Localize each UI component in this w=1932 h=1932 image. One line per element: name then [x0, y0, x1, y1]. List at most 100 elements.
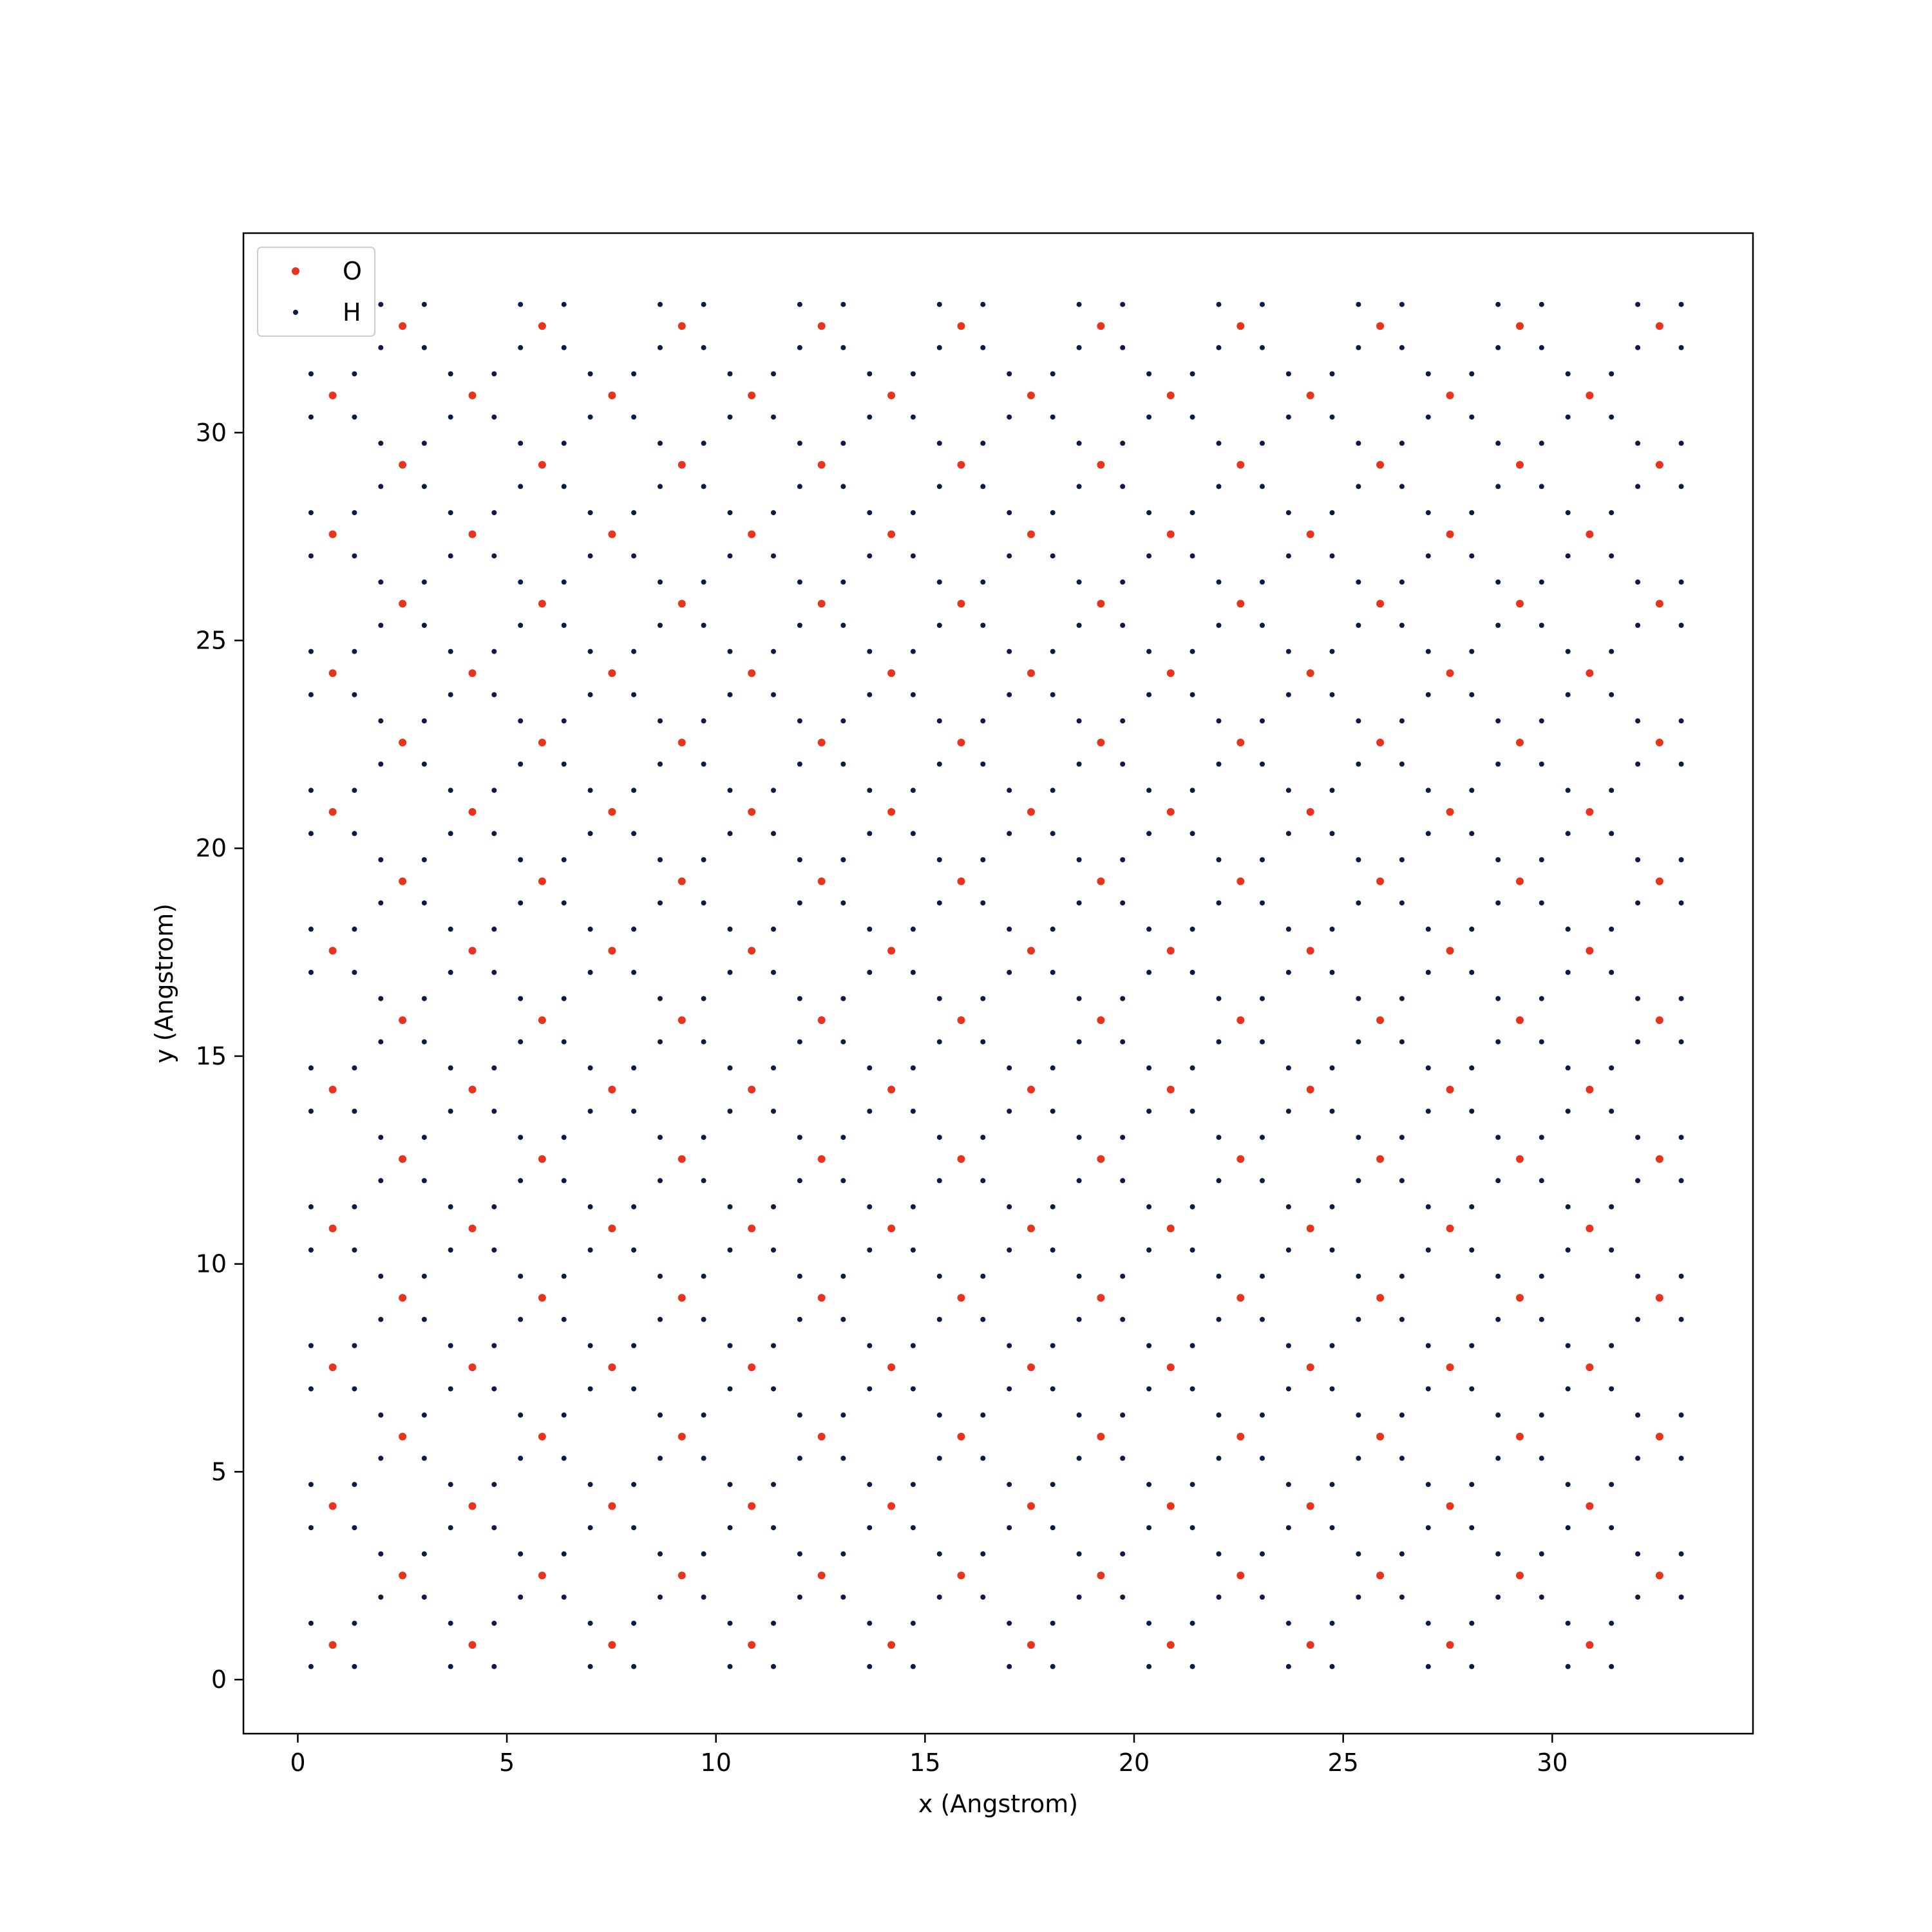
- data-point-h: [352, 1386, 357, 1392]
- data-point-h: [701, 1273, 706, 1279]
- data-point-h: [1329, 649, 1335, 654]
- data-point-o: [887, 1502, 896, 1510]
- data-point-h: [1469, 1386, 1475, 1392]
- data-point-o: [1376, 1155, 1385, 1163]
- data-point-h: [1565, 510, 1571, 516]
- data-point-o: [1166, 392, 1175, 399]
- data-point-h: [1216, 761, 1222, 767]
- data-point-h: [491, 414, 497, 420]
- data-point-h: [1356, 900, 1361, 906]
- data-point-h: [980, 761, 986, 767]
- data-point-h: [1076, 1178, 1082, 1184]
- data-point-h: [1678, 900, 1684, 906]
- data-point-o: [608, 808, 616, 816]
- data-point-o: [1027, 1641, 1035, 1649]
- data-point-o: [1166, 1224, 1175, 1233]
- data-point-o: [1586, 530, 1594, 538]
- data-point-h: [701, 301, 706, 307]
- data-point-h: [910, 692, 916, 697]
- data-point-h: [1007, 371, 1012, 377]
- data-point-h: [1189, 1386, 1195, 1392]
- data-point-h: [1356, 623, 1361, 628]
- data-point-o: [748, 1085, 756, 1094]
- data-point-o: [957, 460, 965, 469]
- x-tick-label: 30: [1537, 1748, 1567, 1777]
- data-point-h: [1425, 1482, 1431, 1488]
- data-point-h: [1007, 788, 1012, 793]
- data-point-h: [1678, 623, 1684, 628]
- data-point-h: [727, 1204, 733, 1209]
- data-point-o: [1166, 530, 1175, 538]
- data-point-h: [1007, 1482, 1012, 1488]
- data-point-h: [308, 371, 314, 377]
- data-point-h: [1007, 649, 1012, 654]
- data-point-h: [1356, 857, 1361, 862]
- data-point-h: [771, 926, 776, 932]
- data-point-o: [1166, 1641, 1175, 1649]
- data-point-o: [1655, 1432, 1663, 1441]
- data-point-h: [1539, 440, 1544, 446]
- data-point-h: [936, 857, 942, 862]
- data-point-h: [421, 996, 427, 1001]
- data-point-o: [677, 877, 686, 886]
- data-point-h: [867, 510, 873, 516]
- data-point-h: [771, 1620, 776, 1626]
- data-point-h: [1495, 1135, 1501, 1141]
- data-point-h: [1678, 1412, 1684, 1418]
- data-point-h: [797, 900, 802, 906]
- data-point-h: [936, 484, 942, 489]
- data-point-h: [1469, 553, 1475, 559]
- data-point-h: [1539, 761, 1544, 767]
- data-point-h: [448, 1343, 453, 1349]
- data-point-h: [561, 1316, 567, 1322]
- data-point-h: [658, 623, 663, 628]
- data-point-h: [727, 692, 733, 697]
- data-point-h: [701, 579, 706, 585]
- data-point-h: [727, 788, 733, 793]
- data-point-h: [518, 900, 524, 906]
- data-point-h: [867, 414, 873, 420]
- data-point-h: [1609, 1386, 1615, 1392]
- data-point-h: [518, 579, 524, 585]
- data-point-h: [1285, 788, 1291, 793]
- data-point-h: [1146, 1343, 1152, 1349]
- data-point-h: [1678, 718, 1684, 724]
- data-point-h: [936, 301, 942, 307]
- data-point-h: [980, 345, 986, 350]
- data-point-h: [1469, 1343, 1475, 1349]
- data-point-h: [1495, 1455, 1501, 1461]
- data-point-h: [1469, 1108, 1475, 1114]
- data-point-o: [1586, 1502, 1594, 1510]
- data-point-h: [1146, 1525, 1152, 1531]
- data-point-h: [1216, 1039, 1222, 1045]
- data-point-o: [748, 669, 756, 677]
- data-point-o: [887, 1641, 896, 1649]
- data-point-h: [308, 692, 314, 697]
- data-point-h: [797, 301, 802, 307]
- data-point-h: [1146, 1663, 1152, 1669]
- data-point-h: [1399, 301, 1405, 307]
- data-point-h: [910, 1525, 916, 1531]
- data-point-o: [1655, 1155, 1663, 1163]
- data-point-o: [1446, 669, 1454, 677]
- data-point-h: [448, 1663, 453, 1669]
- data-point-o: [1516, 1016, 1524, 1025]
- data-point-h: [727, 1065, 733, 1071]
- data-point-o: [817, 739, 826, 746]
- data-point-o: [1306, 1085, 1314, 1094]
- data-point-h: [910, 1247, 916, 1253]
- data-point-h: [352, 414, 357, 420]
- data-point-h: [1050, 969, 1056, 975]
- data-point-h: [352, 692, 357, 697]
- data-point-o: [1655, 322, 1663, 330]
- data-point-h: [518, 1039, 524, 1045]
- data-point-h: [1635, 1039, 1641, 1045]
- data-point-h: [308, 1247, 314, 1253]
- data-point-h: [840, 623, 846, 628]
- data-point-h: [1565, 1247, 1571, 1253]
- data-point-h: [797, 345, 802, 350]
- data-point-h: [448, 1247, 453, 1253]
- data-point-h: [771, 969, 776, 975]
- data-point-h: [448, 414, 453, 420]
- data-point-h: [1495, 1316, 1501, 1322]
